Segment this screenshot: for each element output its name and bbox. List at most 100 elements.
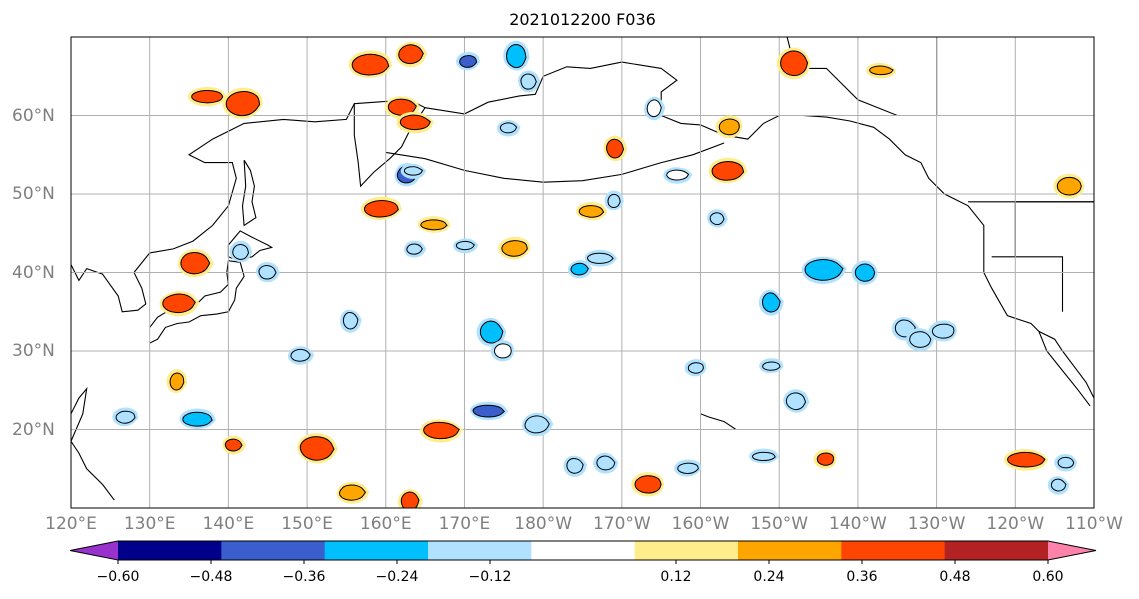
coastline-segment [241,159,257,227]
negative-anomaly-contour [503,40,530,71]
negative-anomaly-contour [674,459,702,477]
negative-anomaly-contour [476,317,507,347]
positive-anomaly-contour [420,419,463,443]
colorbar-max-extension [1048,541,1096,560]
colorbar-segment [221,541,326,560]
lon-tick-label: 120°E [45,514,97,534]
lon-tick-label: 110°W [1065,514,1123,534]
coastline-segment [621,61,1094,399]
negative-anomaly-contour [456,51,480,71]
colorbar-tick-label: −0.60 [96,569,140,585]
coastline-segment [385,142,725,183]
lon-tick-label: 130°W [907,514,966,534]
positive-anomaly-contour [222,87,263,119]
positive-anomaly-contour [776,47,811,80]
plot-title: 2021012200 F036 [509,10,656,29]
negative-anomaly-contour [1054,453,1077,472]
positive-anomaly-contour [336,481,370,504]
lon-tick-label: 140°W [829,514,887,534]
coastline-segment [71,386,115,501]
colorbar-tick-label: −0.12 [468,569,512,585]
coastline-segment [149,260,245,344]
positive-anomaly-contour [395,41,428,68]
negative-anomaly-contour [759,358,784,374]
negative-anomaly-contour [801,256,847,285]
lon-tick-label: 120°W [986,514,1045,534]
colorbar [69,540,1097,564]
positive-anomaly-contour [166,369,188,394]
lon-tick-label: 180°W [514,514,573,534]
negative-anomaly-contour [783,389,810,413]
positive-anomaly-contour [1053,173,1085,199]
negative-anomaly-contour [497,119,521,137]
negative-anomaly-contour [707,209,728,228]
colorbar-tick-label: 0.12 [660,569,692,585]
lat-tick-label: 50°N [12,184,55,204]
negative-anomaly-contour [567,260,593,279]
positive-anomaly-contour [603,135,628,162]
negative-anomaly-contour [584,249,618,267]
positive-anomaly-contour [715,115,743,139]
colorbar-tick-label: 0.36 [846,569,878,585]
colorbar-tick-label: 0.60 [1032,569,1064,585]
positive-anomaly-contour [178,249,214,278]
lon-tick-label: 170°W [592,514,651,534]
lon-tick-label: 150°E [281,514,333,534]
negative-anomaly-contour [112,407,139,427]
lat-tick-label: 20°N [12,419,55,440]
lon-tick-label: 170°E [438,514,491,534]
negative-anomaly-contour [644,96,666,121]
positive-anomaly-contour [297,433,338,464]
lon-tick-label: 150°W [750,514,809,534]
lat-tick-label: 60°N [12,105,55,126]
negative-anomaly-contour [403,240,427,258]
colorbar-segment [428,541,532,560]
contour-features [112,40,1085,508]
negative-anomaly-contour [749,448,779,464]
colorbar-min-extension [70,541,118,560]
positive-anomaly-contour [187,86,226,107]
negative-anomaly-contour [663,167,693,184]
colorbar-tick-label: 0.24 [753,569,785,585]
negative-anomaly-contour [179,408,216,429]
negative-anomaly-contour [522,412,554,437]
negative-anomaly-contour [453,238,479,254]
positive-anomaly-contour [866,62,897,79]
negative-anomaly-contour [684,359,707,377]
colorbar-segment [118,541,222,560]
positive-anomaly-contour [360,196,402,221]
negative-anomaly-contour [256,262,280,283]
negative-anomaly-contour [229,240,253,263]
negative-anomaly-contour [400,163,427,179]
negative-anomaly-contour [339,309,362,333]
positive-anomaly-contour [708,157,747,184]
positive-anomaly-contour [396,111,434,134]
negative-anomaly-contour [604,190,624,211]
negative-anomaly-contour [758,289,784,316]
colorbar-tick-label: −0.24 [375,569,419,585]
negative-anomaly-contour [1047,476,1070,495]
map-plot-area [71,37,1094,508]
negative-anomaly-contour [490,340,515,362]
positive-anomaly-contour [1003,449,1049,471]
colorbar-tick-label: −0.48 [189,569,233,585]
positive-anomaly-contour [631,472,665,497]
negative-anomaly-contour [287,346,315,365]
positive-anomaly-contour [222,435,246,455]
colorbar-segment [944,541,1049,560]
positive-anomaly-contour [417,216,451,233]
positive-anomaly-contour [348,50,393,78]
coastline-segment [71,61,622,313]
positive-anomaly-contour [398,489,423,508]
negative-anomaly-contour [563,455,587,478]
lat-tick-label: 40°N [12,262,55,283]
lon-tick-label: 160°W [671,514,730,534]
coastlines [71,37,1094,501]
negative-anomaly-contour [851,260,878,285]
lon-tick-label: 160°E [359,514,412,534]
positive-anomaly-contour [498,236,531,260]
negative-anomaly-contour [593,452,619,474]
positive-anomaly-contour [159,290,200,317]
negative-anomaly-contour [518,70,541,93]
